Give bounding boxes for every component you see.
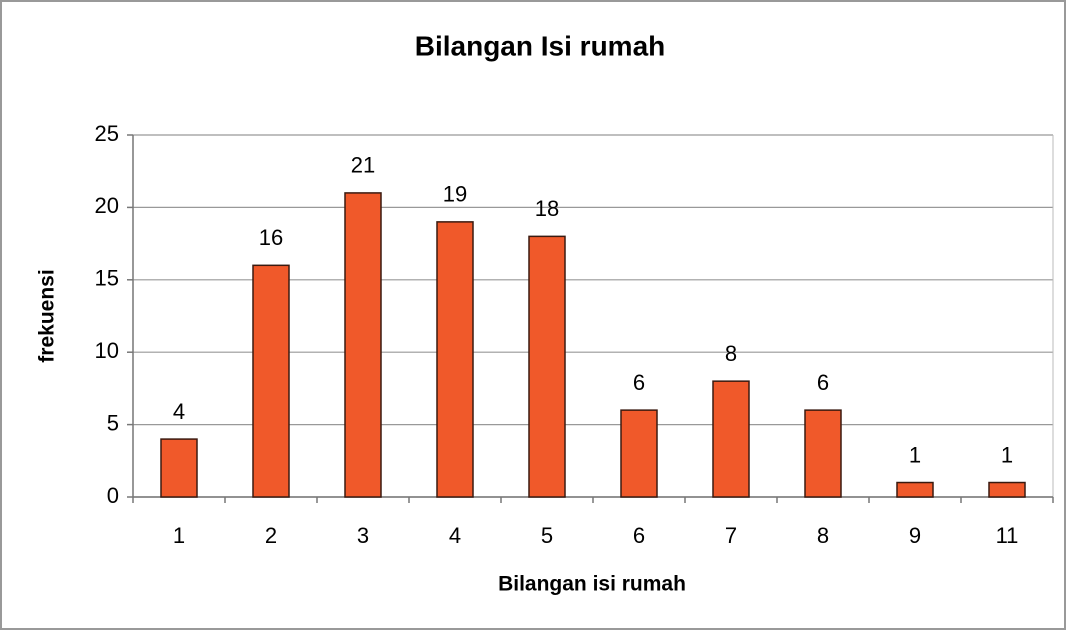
data-label: 8 xyxy=(725,341,737,366)
x-tick-label: 8 xyxy=(817,523,829,548)
x-tick-label: 6 xyxy=(633,523,645,548)
data-label: 6 xyxy=(633,370,645,395)
data-label: 21 xyxy=(351,153,375,178)
bar xyxy=(804,409,842,498)
data-label: 18 xyxy=(535,196,559,221)
x-tick-label: 5 xyxy=(541,523,553,548)
y-tick-label: 20 xyxy=(95,193,119,218)
data-label: 4 xyxy=(173,399,185,424)
x-tick-label: 1 xyxy=(173,523,185,548)
data-label: 19 xyxy=(443,182,467,207)
x-tick-label: 7 xyxy=(725,523,737,548)
bar xyxy=(344,192,382,498)
bar xyxy=(620,409,658,498)
data-label: 1 xyxy=(1001,442,1013,467)
y-axis-title: frekuensi xyxy=(36,269,59,362)
data-label: 6 xyxy=(817,370,829,395)
y-tick-label: 15 xyxy=(95,266,119,291)
y-tick-label: 5 xyxy=(107,410,119,435)
x-tick-label: 9 xyxy=(909,523,921,548)
data-label: 1 xyxy=(909,442,921,467)
y-tick-label: 10 xyxy=(95,338,119,363)
x-tick-label: 2 xyxy=(265,523,277,548)
x-tick-label: 11 xyxy=(996,523,1019,548)
x-tick-label: 3 xyxy=(357,523,369,548)
x-tick-label: 4 xyxy=(449,523,461,548)
bar xyxy=(896,481,934,498)
bar xyxy=(712,380,750,498)
data-label: 16 xyxy=(259,225,283,250)
x-axis-title: Bilangan isi rumah xyxy=(498,573,686,596)
bar xyxy=(988,481,1026,498)
bar xyxy=(528,235,566,498)
bar xyxy=(436,221,474,498)
bar xyxy=(252,264,290,498)
chart-title: Bilangan Isi rumah xyxy=(415,30,666,61)
y-tick-label: 0 xyxy=(107,483,119,508)
y-tick-label: 25 xyxy=(95,121,119,146)
bar xyxy=(160,438,198,498)
